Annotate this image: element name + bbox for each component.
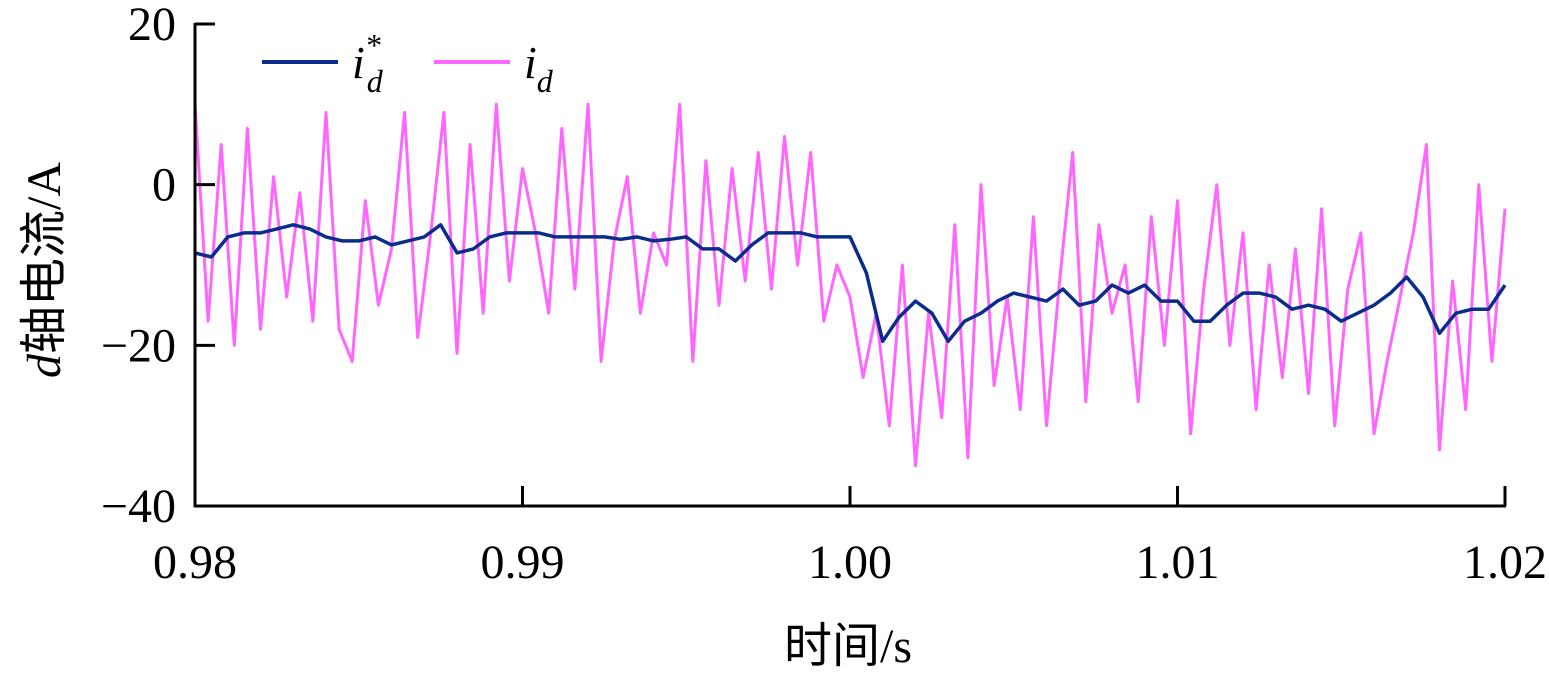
legend: i* d id	[262, 27, 554, 99]
x-axis-title: 时间/s	[784, 620, 912, 673]
y-tick-label: −20	[101, 319, 176, 372]
y-tick-label: −40	[101, 480, 176, 533]
series-line-id	[193, 102, 1507, 468]
legend-sub-id-ref: d	[367, 63, 384, 99]
x-ticks: 0.98 0.99 1.00 1.01 1.02	[153, 486, 1547, 589]
x-tick-label: 1.01	[1136, 536, 1220, 589]
legend-sup-id-ref: *	[365, 27, 381, 63]
legend-label-id-ref: i* d	[352, 27, 384, 99]
legend-label-id: id	[524, 37, 554, 99]
y-axis-title: d轴电流/A	[18, 162, 71, 378]
legend-base-id-ref: i	[352, 37, 365, 88]
legend-sub-id: d	[537, 63, 554, 99]
y-axis-title-italic: d	[18, 353, 71, 378]
x-tick-label: 0.99	[481, 536, 565, 589]
x-tick-label: 1.02	[1463, 536, 1547, 589]
plot-lines	[193, 102, 1507, 468]
y-axis-title-group: d轴电流/A	[18, 162, 71, 378]
x-tick-label: 0.98	[153, 536, 237, 589]
y-axis-title-rest: 轴电流/A	[18, 162, 71, 354]
y-ticks: −40 −20 0 20	[101, 0, 215, 533]
series-line-id-ref	[194, 223, 1507, 344]
y-tick-label: 0	[152, 159, 176, 212]
x-tick-label: 1.00	[808, 536, 892, 589]
legend-base-id: i	[524, 37, 537, 88]
axes	[193, 23, 1506, 508]
y-tick-label: 20	[128, 0, 176, 51]
